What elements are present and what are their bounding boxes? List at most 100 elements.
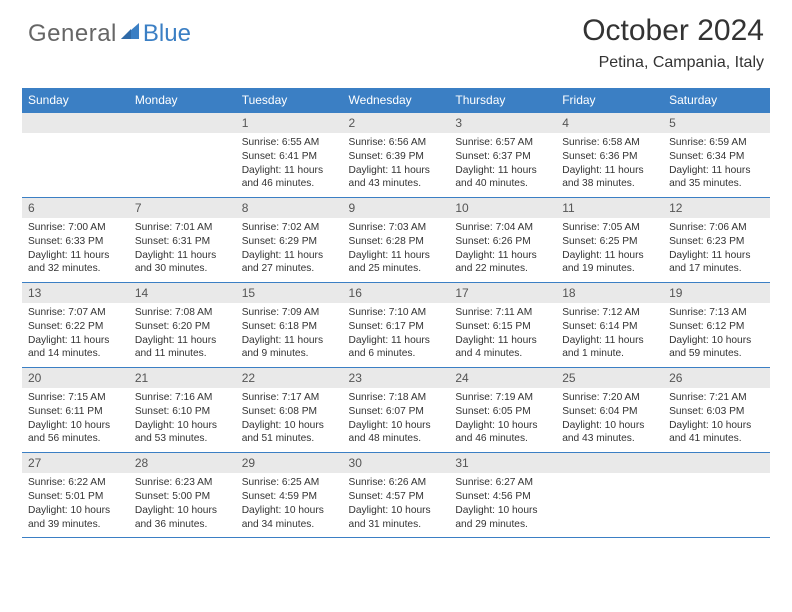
day-number: 28 (129, 453, 236, 473)
day-body: Sunrise: 7:21 AMSunset: 6:03 PMDaylight:… (663, 388, 770, 446)
daylight-text: Daylight: 11 hours and 22 minutes. (455, 249, 550, 277)
sunset-text: Sunset: 6:20 PM (135, 320, 230, 334)
week-row: 20 Sunrise: 7:15 AMSunset: 6:11 PM Dayligh… (22, 368, 770, 453)
daylight-text: Daylight: 10 hours and 39 minutes. (28, 504, 123, 532)
day-number: 22 (236, 368, 343, 388)
day-body: Sunrise: 6:57 AMSunset: 6:37 PMDaylight:… (449, 133, 556, 191)
brand-logo: General Blue (28, 20, 191, 48)
sunrise-text: Sunrise: 6:59 AM (669, 136, 764, 150)
day-body: Sunrise: 6:58 AMSunset: 6:36 PMDaylight:… (556, 133, 663, 191)
daylight-text: Daylight: 10 hours and 51 minutes. (242, 419, 337, 447)
daylight-text: Daylight: 11 hours and 14 minutes. (28, 334, 123, 362)
day-number: 31 (449, 453, 556, 473)
sunset-text: Sunset: 6:05 PM (455, 405, 550, 419)
daylight-text: Daylight: 11 hours and 32 minutes. (28, 249, 123, 277)
day-number: 17 (449, 283, 556, 303)
daylight-text: Daylight: 11 hours and 35 minutes. (669, 164, 764, 192)
day-body: Sunrise: 6:55 AMSunset: 6:41 PMDaylight:… (236, 133, 343, 191)
sunrise-text: Sunrise: 6:56 AM (349, 136, 444, 150)
day-cell: 6Sunrise: 7:00 AMSunset: 6:33 PMDaylight… (22, 198, 129, 282)
sunrise-text: Sunrise: 6:58 AM (562, 136, 657, 150)
sunset-text: Sunset: 6:11 PM (28, 405, 123, 419)
day-body (663, 473, 770, 476)
sunrise-text: Sunrise: 6:57 AM (455, 136, 550, 150)
sunrise-text: Sunrise: 7:13 AM (669, 306, 764, 320)
day-body: Sunrise: 7:10 AMSunset: 6:17 PMDaylight:… (343, 303, 450, 361)
sunrise-text: Sunrise: 7:00 AM (28, 221, 123, 235)
day-number (663, 453, 770, 473)
week-row: 27Sunrise: 6:22 AMSunset: 5:01 PMDayligh… (22, 453, 770, 538)
day-number: 8 (236, 198, 343, 218)
day-number: 23 (343, 368, 450, 388)
sail-icon (119, 20, 141, 48)
sunrise-text: Sunrise: 7:11 AM (455, 306, 550, 320)
day-cell: 12Sunrise: 7:06 AMSunset: 6:23 PMDayligh… (663, 198, 770, 282)
day-body: Sunrise: 7:06 AMSunset: 6:23 PMDaylight:… (663, 218, 770, 276)
day-body: Sunrise: 7:17 AMSunset: 6:08 PMDaylight:… (236, 388, 343, 446)
day-cell: 21Sunrise: 7:16 AMSunset: 6:10 PMDayligh… (129, 368, 236, 452)
weeks-container: 1Sunrise: 6:55 AMSunset: 6:41 PMDaylight… (22, 113, 770, 538)
sunrise-text: Sunrise: 7:20 AM (562, 391, 657, 405)
day-body: Sunrise: 7:03 AMSunset: 6:28 PMDaylight:… (343, 218, 450, 276)
day-cell: 20Sunrise: 7:15 AMSunset: 6:11 PMDayligh… (22, 368, 129, 452)
day-cell: 4Sunrise: 6:58 AMSunset: 6:36 PMDaylight… (556, 113, 663, 197)
day-cell: 18Sunrise: 7:12 AMSunset: 6:14 PMDayligh… (556, 283, 663, 367)
daylight-text: Daylight: 11 hours and 38 minutes. (562, 164, 657, 192)
daylight-text: Daylight: 11 hours and 4 minutes. (455, 334, 550, 362)
day-cell: 15Sunrise: 7:09 AMSunset: 6:18 PMDayligh… (236, 283, 343, 367)
day-cell: 2Sunrise: 6:56 AMSunset: 6:39 PMDaylight… (343, 113, 450, 197)
sunset-text: Sunset: 6:08 PM (242, 405, 337, 419)
sunset-text: Sunset: 6:07 PM (349, 405, 444, 419)
day-number: 10 (449, 198, 556, 218)
day-number (556, 453, 663, 473)
sunset-text: Sunset: 6:39 PM (349, 150, 444, 164)
day-body: Sunrise: 7:01 AMSunset: 6:31 PMDaylight:… (129, 218, 236, 276)
sunrise-text: Sunrise: 7:15 AM (28, 391, 123, 405)
daylight-text: Daylight: 11 hours and 43 minutes. (349, 164, 444, 192)
sunset-text: Sunset: 4:56 PM (455, 490, 550, 504)
sunset-text: Sunset: 4:59 PM (242, 490, 337, 504)
sunrise-text: Sunrise: 7:01 AM (135, 221, 230, 235)
day-number: 20 (22, 368, 129, 388)
sunrise-text: Sunrise: 7:21 AM (669, 391, 764, 405)
dow-cell: Saturday (663, 88, 770, 113)
sunrise-text: Sunrise: 7:04 AM (455, 221, 550, 235)
sunrise-text: Sunrise: 7:02 AM (242, 221, 337, 235)
day-cell (556, 453, 663, 537)
day-number: 5 (663, 113, 770, 133)
week-row: 1Sunrise: 6:55 AMSunset: 6:41 PMDaylight… (22, 113, 770, 198)
sunrise-text: Sunrise: 6:55 AM (242, 136, 337, 150)
daylight-text: Daylight: 10 hours and 46 minutes. (455, 419, 550, 447)
day-body: Sunrise: 6:27 AMSunset: 4:56 PMDaylight:… (449, 473, 556, 531)
sunset-text: Sunset: 6:31 PM (135, 235, 230, 249)
day-body: Sunrise: 7:12 AMSunset: 6:14 PMDaylight:… (556, 303, 663, 361)
sunset-text: Sunset: 6:34 PM (669, 150, 764, 164)
day-body: Sunrise: 6:26 AMSunset: 4:57 PMDaylight:… (343, 473, 450, 531)
day-number: 12 (663, 198, 770, 218)
week-row: 6Sunrise: 7:00 AMSunset: 6:33 PMDaylight… (22, 198, 770, 283)
day-number: 25 (556, 368, 663, 388)
day-cell: 31Sunrise: 6:27 AMSunset: 4:56 PMDayligh… (449, 453, 556, 537)
daylight-text: Daylight: 10 hours and 29 minutes. (455, 504, 550, 532)
sunset-text: Sunset: 6:26 PM (455, 235, 550, 249)
day-number (22, 113, 129, 133)
day-cell: 26Sunrise: 7:21 AMSunset: 6:03 PMDayligh… (663, 368, 770, 452)
sunset-text: Sunset: 6:14 PM (562, 320, 657, 334)
daylight-text: Daylight: 10 hours and 48 minutes. (349, 419, 444, 447)
day-cell: 9Sunrise: 7:03 AMSunset: 6:28 PMDaylight… (343, 198, 450, 282)
day-cell: 22Sunrise: 7:17 AMSunset: 6:08 PMDayligh… (236, 368, 343, 452)
sunset-text: Sunset: 6:29 PM (242, 235, 337, 249)
sunrise-text: Sunrise: 6:25 AM (242, 476, 337, 490)
day-number: 26 (663, 368, 770, 388)
day-number: 4 (556, 113, 663, 133)
sunset-text: Sunset: 6:22 PM (28, 320, 123, 334)
day-number: 30 (343, 453, 450, 473)
sunrise-text: Sunrise: 7:16 AM (135, 391, 230, 405)
day-number: 18 (556, 283, 663, 303)
sunrise-text: Sunrise: 7:07 AM (28, 306, 123, 320)
daylight-text: Daylight: 10 hours and 41 minutes. (669, 419, 764, 447)
daylight-text: Daylight: 11 hours and 17 minutes. (669, 249, 764, 277)
sunset-text: Sunset: 6:33 PM (28, 235, 123, 249)
location-label: Petina, Campania, Italy (582, 54, 764, 72)
day-body: Sunrise: 6:22 AMSunset: 5:01 PMDaylight:… (22, 473, 129, 531)
